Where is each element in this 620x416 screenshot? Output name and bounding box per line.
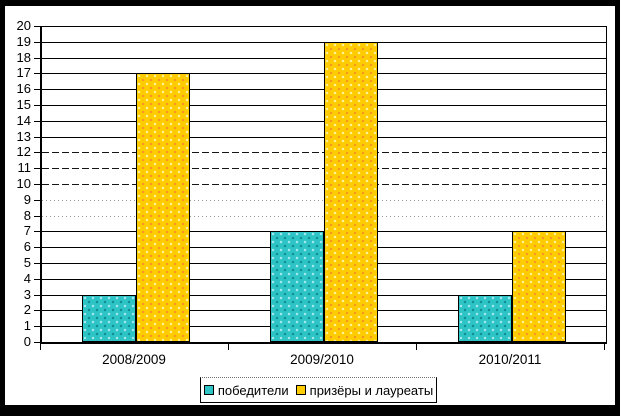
y-axis-tick (34, 200, 40, 201)
y-axis-tick (34, 89, 40, 90)
legend: победители призёры и лауреаты (200, 377, 437, 403)
gridline (42, 26, 606, 27)
x-axis-tick (416, 344, 417, 350)
bar (270, 231, 324, 342)
y-axis-tick (34, 152, 40, 153)
y-axis-tick (34, 73, 40, 74)
y-axis-tick-label: 4 (23, 271, 31, 286)
legend-item-winners: победители (203, 382, 289, 398)
y-axis-tick-label: 2 (23, 302, 31, 317)
y-axis-tick-label: 8 (23, 208, 31, 223)
y-axis-tick (34, 279, 40, 280)
y-axis-tick (34, 105, 40, 106)
y-axis-tick-label: 17 (16, 65, 31, 80)
y-axis-tick (34, 26, 40, 27)
bar (324, 42, 378, 342)
y-axis-tick (34, 42, 40, 43)
y-axis-tick-label: 15 (16, 97, 31, 112)
y-axis-tick (34, 58, 40, 59)
plot-area (40, 26, 607, 344)
y-axis-tick-label: 13 (16, 129, 31, 144)
y-axis-tick-label: 12 (16, 144, 31, 159)
y-axis-tick (34, 263, 40, 264)
y-axis-tick (34, 216, 40, 217)
category-label: 2010/2011 (478, 352, 542, 367)
bar (512, 231, 566, 342)
legend-item-prize-laureates: призёры и лауреаты (295, 382, 434, 398)
x-axis-tick (228, 344, 229, 350)
chart-canvas: 0 1 2 3 4 5 6 7 8 9 10 11 12 13 14 15 16 17 18 19 20 2008/20… (5, 6, 615, 405)
y-axis-tick-label: 11 (17, 160, 32, 175)
bar (82, 295, 136, 342)
y-axis-tick-label: 6 (23, 239, 31, 254)
y-axis-tick-label: 18 (16, 50, 31, 65)
y-axis-tick-label: 7 (23, 223, 31, 238)
bar (458, 295, 512, 342)
y-axis-tick-label: 16 (16, 81, 31, 96)
legend-label-winners: победители (217, 382, 289, 398)
y-axis-tick-label: 5 (23, 255, 31, 270)
y-axis-tick (34, 326, 40, 327)
y-axis-tick-label: 1 (23, 318, 31, 333)
y-axis-tick-label: 14 (16, 113, 31, 128)
y-axis-tick (34, 310, 40, 311)
legend-swatch-prize-laureates (295, 385, 306, 395)
y-axis-tick-label: 3 (23, 287, 31, 302)
category-label: 2008/2009 (102, 352, 166, 367)
y-axis-tick (34, 168, 40, 169)
y-axis-tick-label: 20 (16, 18, 31, 33)
y-axis-tick (34, 184, 40, 185)
legend-label-prize-laureates: призёры и лауреаты (309, 382, 434, 398)
y-axis-tick (34, 231, 40, 232)
y-axis-tick-label: 19 (16, 34, 31, 49)
y-axis-tick (34, 247, 40, 248)
x-axis-tick (40, 344, 41, 350)
y-axis-tick (34, 137, 40, 138)
y-axis-tick (34, 342, 40, 343)
y-axis-tick-label: 10 (16, 176, 31, 191)
y-axis-tick-label: 9 (23, 192, 31, 207)
x-axis-tick (604, 344, 605, 350)
y-axis-tick (34, 121, 40, 122)
legend-swatch-winners (203, 385, 214, 395)
y-axis-tick-label: 0 (23, 334, 31, 349)
category-label: 2009/2010 (290, 352, 354, 367)
bar (136, 73, 190, 342)
y-axis-tick (34, 295, 40, 296)
